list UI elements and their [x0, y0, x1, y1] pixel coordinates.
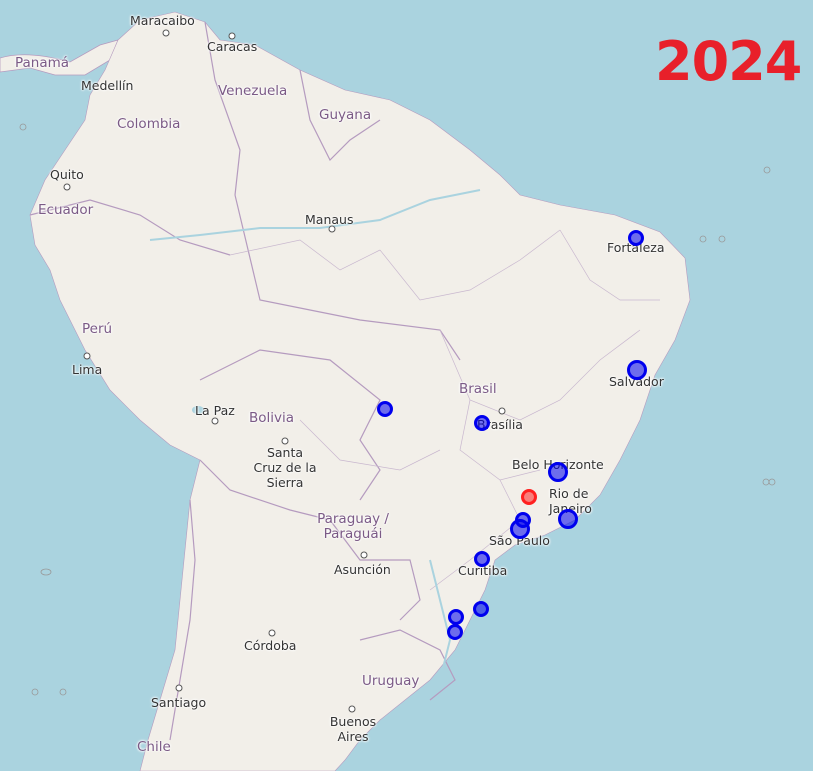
- border-peru-brasil: [234, 194, 461, 361]
- lake-titicaca: [192, 406, 204, 414]
- city-label-quito: Quito: [50, 167, 84, 182]
- city-label-fortaleza: Fortaleza: [607, 240, 665, 255]
- country-label-panama: Panamá: [15, 55, 70, 71]
- country-label-uruguay: Uruguay: [362, 673, 420, 689]
- country-label-ecuador: Ecuador: [38, 202, 94, 218]
- city-dot-asuncion: [360, 551, 368, 559]
- year-label: 2024: [655, 30, 802, 93]
- border-bolivia: [199, 349, 381, 501]
- border-chile-argentina: [169, 499, 196, 741]
- island: [19, 123, 27, 131]
- marker-rio-grande-do-sul-a[interactable]: [448, 609, 464, 625]
- country-label-paraguay: Paraguay / Paraguái: [317, 511, 389, 542]
- city-dot-cordoba: [268, 629, 276, 637]
- city-dot-quito: [63, 183, 71, 191]
- border-venezuela-brasil: [299, 69, 381, 162]
- island: [768, 478, 776, 486]
- rivers: [149, 189, 481, 681]
- city-dot-brasilia: [498, 407, 506, 415]
- amazon-river: [149, 189, 481, 241]
- city-label-curitiba: Curitiba: [458, 563, 508, 578]
- border-ecuador-peru: [29, 199, 231, 256]
- border-paraguay: [329, 519, 421, 621]
- marker-rio-grande-do-sul-b[interactable]: [447, 624, 463, 640]
- city-label-cordoba: Córdoba: [244, 638, 297, 653]
- country-label-peru: Perú: [82, 321, 113, 337]
- marker-curitiba[interactable]: [474, 551, 490, 567]
- country-label-brasil: Brasil: [459, 381, 497, 397]
- parana-river: [429, 559, 452, 681]
- country-label-venezuela: Venezuela: [218, 83, 288, 99]
- city-label-medellin: Medellín: [81, 78, 134, 93]
- city-dot-caracas: [228, 32, 236, 40]
- country-label-guyana: Guyana: [319, 107, 372, 123]
- city-dot-buenos-aires: [348, 705, 356, 713]
- border-bolivia-argentina: [199, 459, 331, 521]
- island: [40, 568, 52, 576]
- island: [31, 688, 39, 696]
- marker-rio-red[interactable]: [521, 489, 537, 505]
- city-label-lima: Lima: [72, 362, 103, 377]
- marker-santa-catarina[interactable]: [473, 601, 489, 617]
- country-label-chile: Chile: [137, 739, 171, 755]
- city-label-santa-cruz: Santa Cruz de la Sierra: [253, 445, 317, 490]
- city-label-asuncion: Asunción: [334, 562, 391, 577]
- island: [718, 235, 726, 243]
- central-america-landmass: [0, 39, 119, 76]
- city-label-buenos-aires: Buenos Aires: [329, 714, 377, 744]
- city-label-salvador: Salvador: [609, 374, 664, 389]
- city-dot-manaus: [328, 225, 336, 233]
- city-label-maracaibo: Maracaibo: [130, 13, 195, 28]
- city-dot-santa-cruz: [281, 437, 289, 445]
- marker-sao-paulo-b[interactable]: [510, 519, 530, 539]
- city-dot-lima: [83, 352, 91, 360]
- city-label-caracas: Caracas: [207, 39, 258, 54]
- city-label-santiago: Santiago: [151, 695, 207, 710]
- marker-rio-de-janeiro[interactable]: [558, 509, 578, 529]
- border-colombia-venezuela: [204, 21, 241, 196]
- country-borders: [29, 21, 461, 741]
- island: [59, 688, 67, 696]
- marker-mato-grosso[interactable]: [377, 401, 393, 417]
- city-label-manaus: Manaus: [305, 212, 354, 227]
- marker-fortaleza[interactable]: [628, 230, 644, 246]
- island: [763, 166, 771, 174]
- country-label-colombia: Colombia: [117, 116, 181, 132]
- city-dot-santiago: [175, 684, 183, 692]
- city-dot-la-paz: [211, 417, 219, 425]
- state-borders: [229, 229, 660, 591]
- marker-brasilia[interactable]: [474, 415, 490, 431]
- south-america-landmass: [29, 11, 691, 771]
- marker-salvador[interactable]: [627, 360, 647, 380]
- city-dot-maracaibo: [162, 29, 170, 37]
- island: [699, 235, 707, 243]
- country-label-bolivia: Bolivia: [249, 410, 295, 426]
- marker-belo-horizonte[interactable]: [548, 462, 568, 482]
- island: [762, 478, 770, 486]
- city-label-la-paz: La Paz: [195, 403, 235, 418]
- city-label-sao-paulo: São Paulo: [489, 533, 550, 548]
- border-uruguay: [359, 629, 456, 701]
